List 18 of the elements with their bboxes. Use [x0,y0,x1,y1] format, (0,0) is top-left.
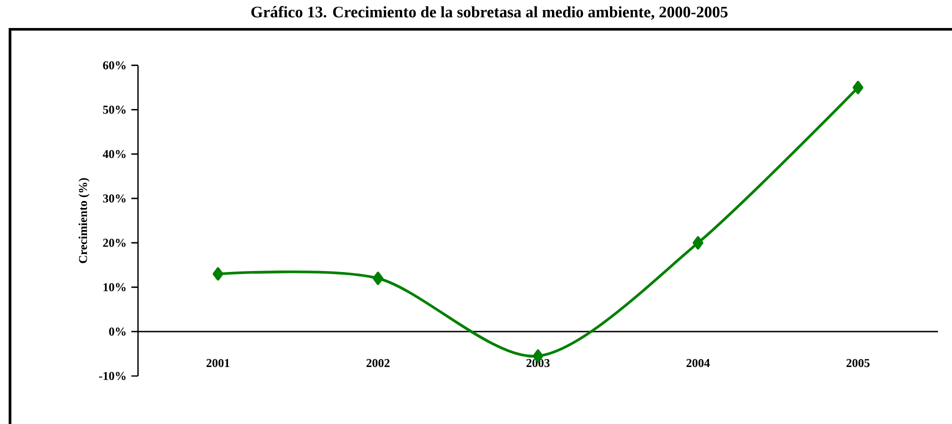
x-tick-label: 2001 [206,358,230,368]
point [852,80,864,94]
y-tick-label: 40% [102,150,126,158]
point [692,236,704,250]
y-tick-label: 20% [103,238,126,247]
y-tick-label: 30% [103,194,126,203]
point [372,272,384,286]
x-tick-label: 2005 [846,358,870,368]
x-tick-label: 2004 [686,358,710,368]
y-tick-label: 50% [103,106,126,114]
y-tick-label: 60% [103,61,126,70]
chart-title: Gráfico 13. Crecimiento de la sobretasa al medio ambiente, 2000-2005 [251,6,728,20]
point [212,267,224,281]
y-tick-label: 10% [104,283,126,292]
y-axis-title: Crecimiento (%) [78,178,90,264]
y-tick-label: -10% [99,372,126,380]
x-tick-label: 2002 [366,358,390,368]
y-tick-label: 0% [109,328,126,336]
